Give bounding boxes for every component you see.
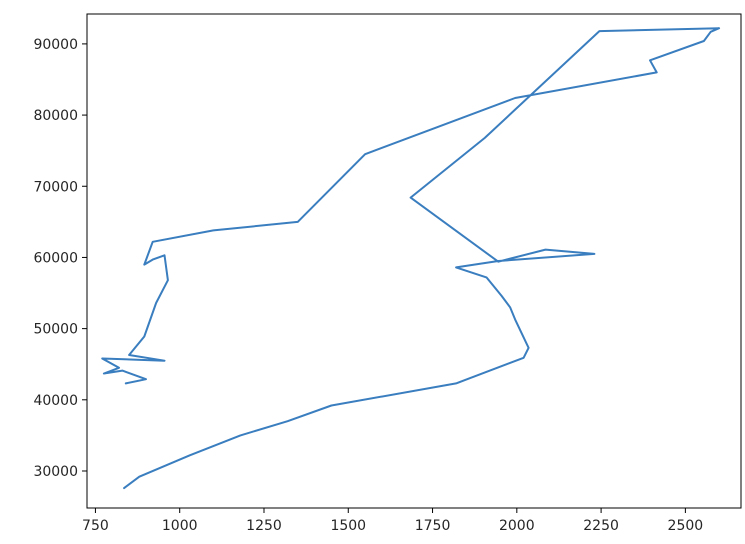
y-tick-label: 50000 [33,322,78,338]
series-line [101,27,721,490]
x-tick-label: 1250 [246,518,282,534]
y-tick-label: 30000 [33,464,78,480]
x-tick-label: 750 [82,518,109,534]
plot-area [101,27,721,490]
y-tick-label: 90000 [33,37,78,53]
x-tick-label: 2250 [583,518,619,534]
y-axis: 30000 40000 50000 60000 70000 80000 90000 [33,37,87,480]
x-axis: 750 1000 1250 1500 1750 2000 2250 2500 [82,508,703,534]
x-tick-label: 1000 [162,518,198,534]
y-tick-label: 80000 [33,108,78,124]
x-tick-label: 2500 [668,518,704,534]
y-tick-label: 60000 [33,250,78,266]
x-tick-label: 2000 [499,518,535,534]
y-tick-label: 40000 [33,393,78,409]
y-tick-label: 70000 [33,179,78,195]
x-tick-label: 1500 [330,518,366,534]
axes-frame [86,13,742,509]
x-tick-label: 1750 [415,518,451,534]
